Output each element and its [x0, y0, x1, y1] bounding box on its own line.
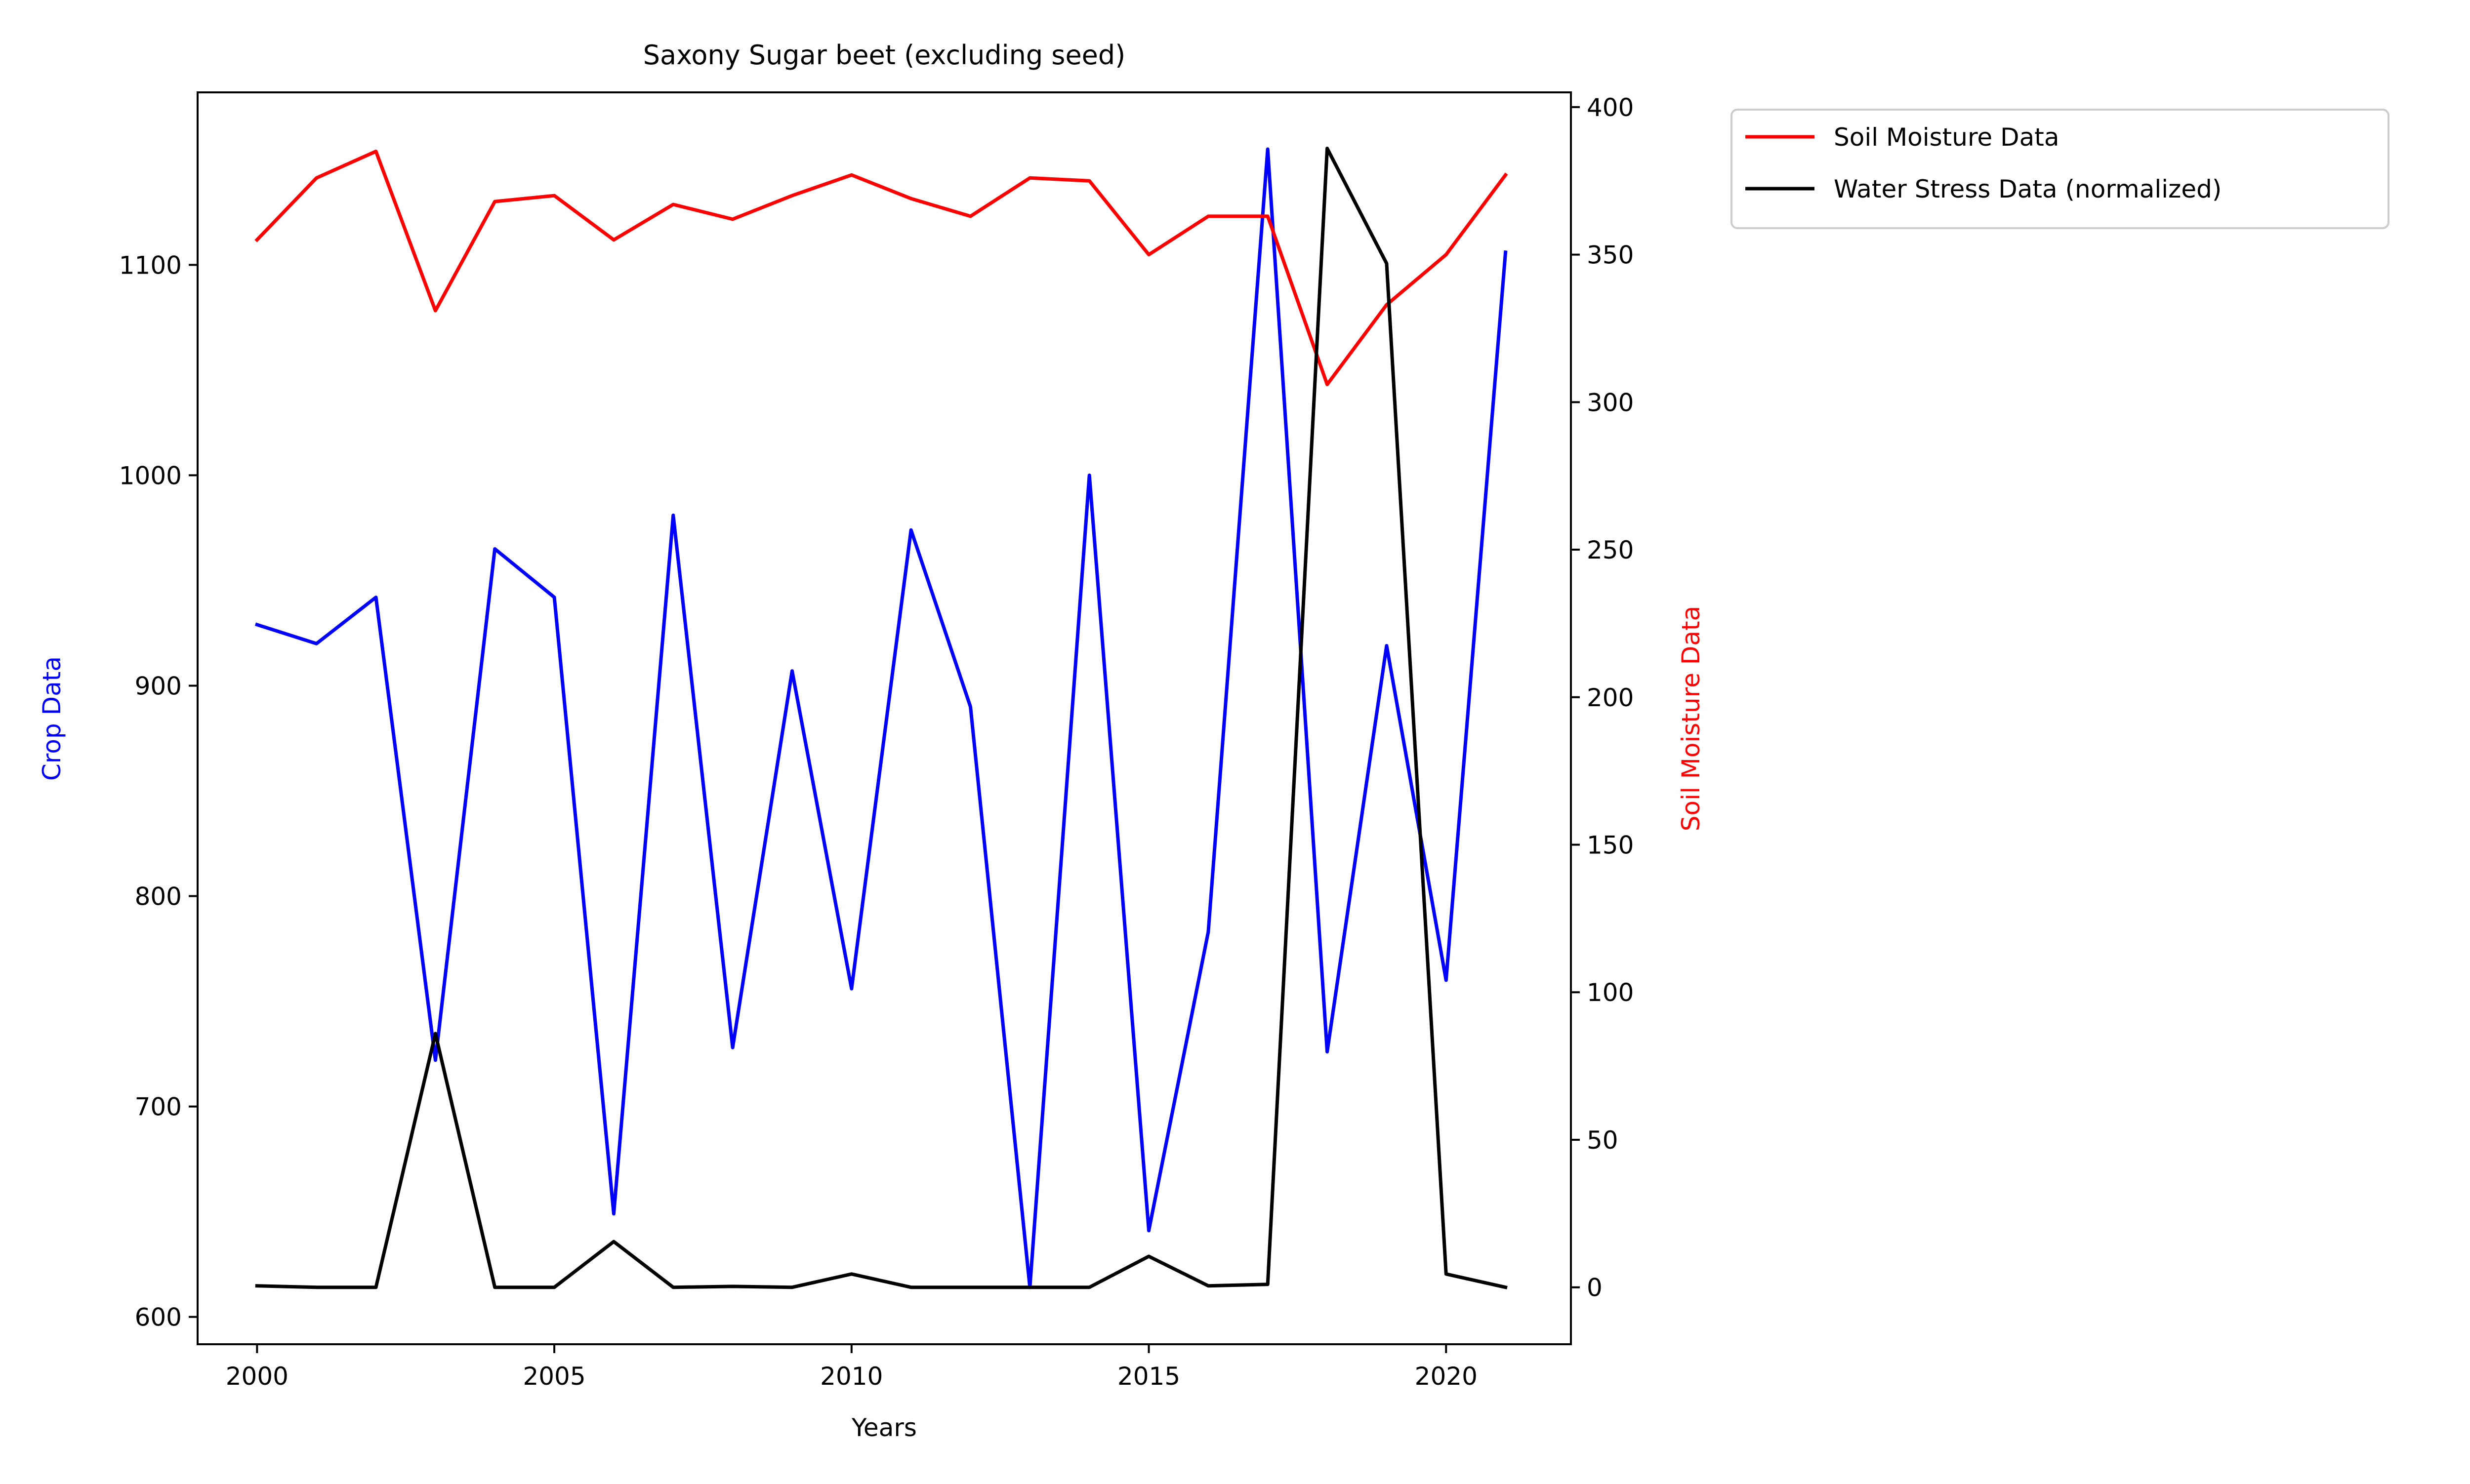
y-right-tick-label: 150: [1587, 831, 1634, 860]
x-tick-label: 2015: [1117, 1362, 1180, 1391]
y-right-tick-label: 400: [1587, 93, 1634, 122]
y-left-tick-label: 800: [135, 882, 182, 911]
crop-data-line: [254, 147, 1508, 1289]
y-left-tick-label: 1100: [119, 251, 182, 280]
y-left-tick-label: 600: [135, 1303, 182, 1332]
y-left-tick-label: 900: [135, 672, 182, 700]
x-tick-label: 2000: [226, 1362, 288, 1391]
legend-label: Water Stress Data (normalized): [1834, 175, 2222, 203]
water-stress-data-normalized-line: [255, 147, 1508, 1289]
x-tick-label: 2005: [523, 1362, 585, 1391]
legend-label: Soil Moisture Data: [1834, 123, 2059, 152]
y-axis-left-label: Crop Data: [38, 656, 66, 781]
x-axis-label: Years: [851, 1413, 917, 1442]
y-right-tick-label: 300: [1587, 388, 1634, 417]
y-right-tick-label: 100: [1587, 978, 1634, 1007]
y-right-tick-label: 350: [1587, 241, 1634, 270]
y-left-tick-label: 700: [135, 1093, 182, 1122]
plot-area-frame: [197, 91, 1572, 1345]
y-axis-left: 600 700 800 900 1000 1100: [119, 251, 198, 1332]
y-right-tick-label: 200: [1587, 683, 1634, 712]
y-axis-right-label: Soil Moisture Data: [1677, 606, 1705, 831]
y-axis-right: 0 50 100 150 200 250 300 350 400: [1571, 93, 1634, 1302]
chart-title: Saxony Sugar beet (excluding seed): [643, 40, 1125, 71]
y-right-tick-label: 50: [1587, 1126, 1618, 1155]
legend: Soil Moisture Data Water Stress Data (nor…: [1730, 109, 2389, 229]
x-axis: 2000 2005 2010 2015 2020: [226, 1344, 1478, 1391]
legend-frame: [1730, 109, 2389, 229]
y-left-tick-label: 1000: [119, 461, 182, 490]
y-right-tick-label: 0: [1587, 1274, 1603, 1302]
x-tick-label: 2010: [820, 1362, 883, 1391]
y-right-tick-label: 250: [1587, 536, 1634, 564]
x-tick-label: 2020: [1415, 1362, 1478, 1391]
series-layer: [254, 147, 1508, 1289]
soil-moisture-data-line: [254, 150, 1508, 386]
